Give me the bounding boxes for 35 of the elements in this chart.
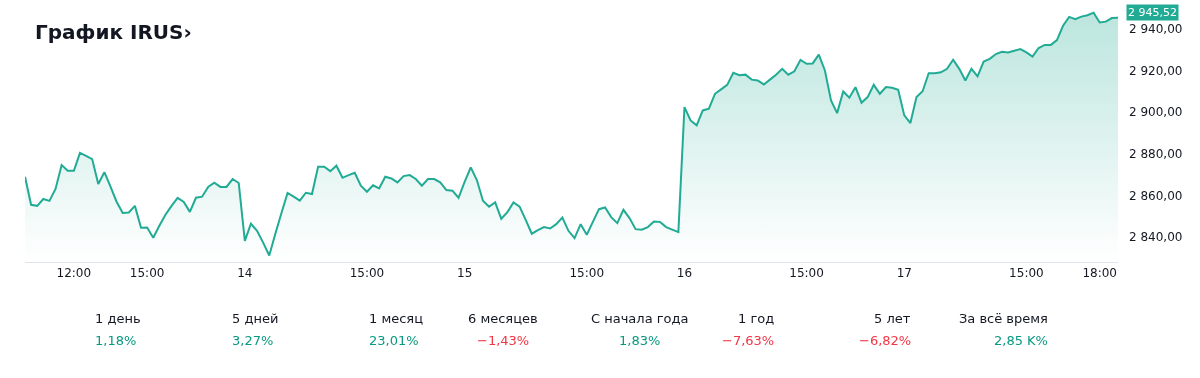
text: −7,63% [722, 333, 775, 348]
text: 5 лет [874, 311, 911, 326]
x-tick-label: 15:00 [1009, 266, 1044, 281]
x-tick-label: 15:00 [569, 266, 605, 281]
x-tick-label: 15 [457, 266, 473, 281]
y-tick-label: 2 900,00 [1129, 105, 1183, 120]
y-tick-label: 2 860,00 [1129, 188, 1183, 203]
text: 23,01% [369, 333, 419, 348]
text: 5 дней [232, 311, 279, 326]
x-tick-label: 16 [676, 266, 693, 281]
text: За всё время [959, 311, 1048, 326]
text: График IRUS› [35, 20, 192, 44]
x-tick-label: 15:00 [789, 266, 824, 281]
text: 2,85 K% [994, 333, 1048, 348]
text: 1 день [95, 311, 141, 326]
text: С начала года [591, 311, 689, 326]
text: −1,43% [477, 333, 530, 348]
x-tick-label: 15:00 [129, 266, 165, 281]
text: 1,18% [95, 333, 137, 348]
y-tick-label: 2 920,00 [1129, 63, 1183, 78]
x-tick-label: 18:00 [1082, 266, 1117, 281]
y-tick-label: 2 840,00 [1129, 230, 1183, 245]
y-tick-label: 2 940,00 [1129, 22, 1183, 37]
text: 6 месяцев [468, 311, 538, 326]
text: 1,83% [619, 333, 661, 348]
y-tick-label: 2 880,00 [1129, 147, 1183, 162]
x-tick-label: 14 [237, 266, 253, 281]
text: −6,82% [859, 333, 912, 348]
text: 3,27% [232, 333, 274, 348]
x-tick-label: 17 [896, 266, 912, 281]
text: 1 месяц [369, 311, 424, 326]
text: 1 год [738, 311, 775, 326]
text: 2 945,52 [1128, 6, 1177, 19]
x-tick-label: 15:00 [349, 266, 385, 281]
x-tick-label: 12:00 [56, 266, 92, 281]
